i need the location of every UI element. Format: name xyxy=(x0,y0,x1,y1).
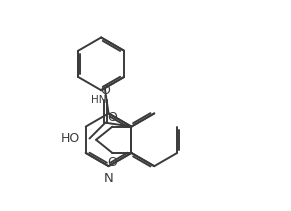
Text: N: N xyxy=(104,172,113,185)
Text: HO: HO xyxy=(61,132,80,145)
Text: O: O xyxy=(107,111,117,124)
Text: O: O xyxy=(100,84,110,97)
Text: O: O xyxy=(107,156,117,169)
Text: HN: HN xyxy=(91,95,107,105)
